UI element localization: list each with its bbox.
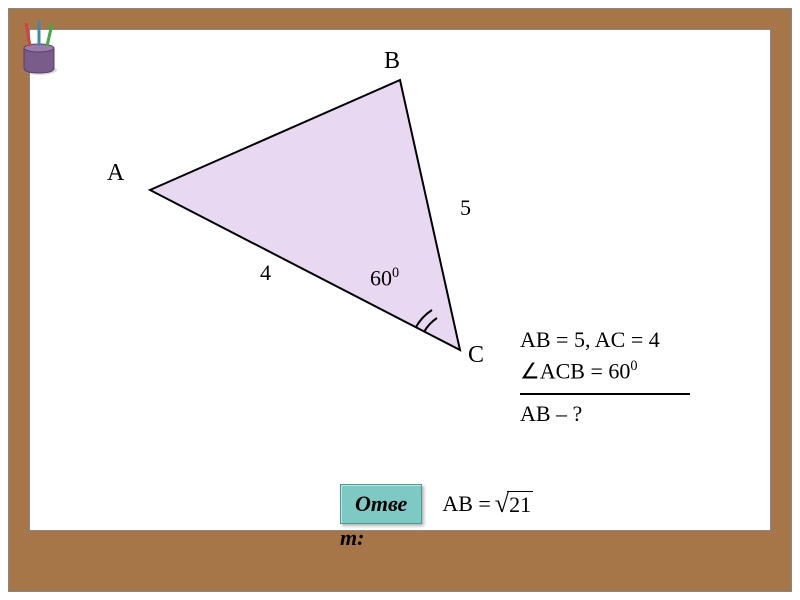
- angle-degree-sup: 0: [392, 265, 399, 281]
- vertex-label-b: B: [384, 48, 400, 75]
- answer-label-tail: т:: [340, 525, 364, 551]
- given-find: AB – ?: [520, 399, 690, 430]
- angle-value: 60: [370, 265, 392, 290]
- sqrt-value: 21: [507, 491, 533, 518]
- pencil-holder-icon: [14, 18, 64, 78]
- given-angle-text: ∠ACB = 60: [520, 358, 630, 383]
- side-label-bc: 5: [460, 195, 471, 221]
- slide-inner-frame: A B C 4 5 600 AB = 5, AC = 4 ∠ACB = 600 …: [29, 29, 771, 531]
- answer-label-box: Отве: [340, 484, 422, 524]
- given-angle-sup: 0: [630, 358, 637, 374]
- vertex-label-c: C: [468, 342, 484, 369]
- answer-formula: AB = √ 21: [442, 489, 533, 519]
- slide-outer-frame: A B C 4 5 600 AB = 5, AC = 4 ∠ACB = 600 …: [8, 8, 792, 592]
- angle-label-c: 600: [370, 265, 399, 291]
- answer-lhs: AB =: [442, 491, 490, 517]
- given-line-1: AB = 5, AC = 4: [520, 325, 690, 356]
- given-divider: [520, 393, 690, 395]
- sqrt-expression: √ 21: [495, 489, 533, 519]
- vertex-label-a: A: [107, 160, 124, 187]
- answer-row: Отве AB = √ 21: [340, 484, 533, 524]
- side-label-ac: 4: [260, 260, 271, 286]
- given-line-2: ∠ACB = 600: [520, 356, 690, 387]
- triangle-diagram: [80, 50, 520, 390]
- given-block: AB = 5, AC = 4 ∠ACB = 600 AB – ?: [520, 325, 690, 430]
